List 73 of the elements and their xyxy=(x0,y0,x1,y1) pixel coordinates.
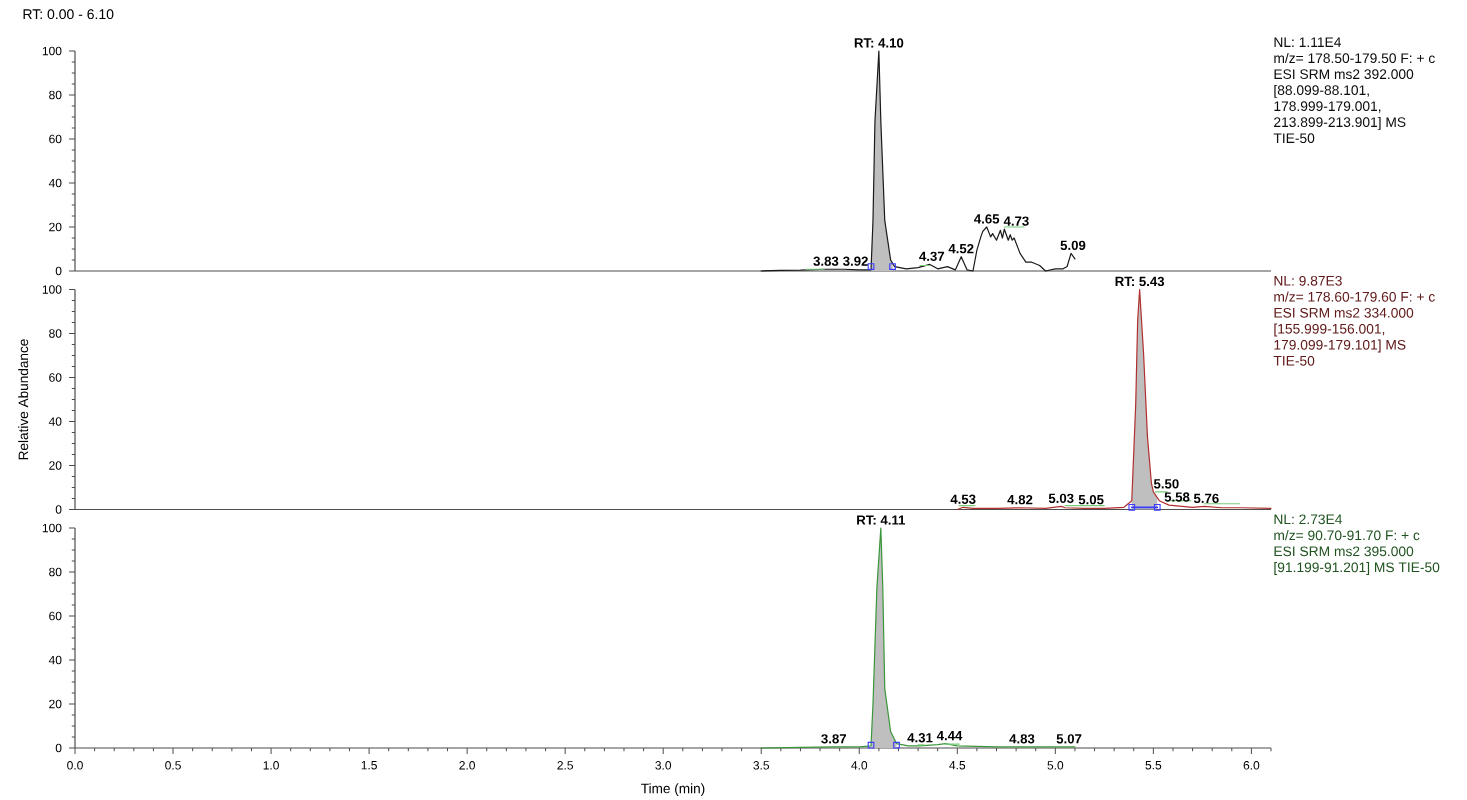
text: [91.199-91.201] MS TIE-50 xyxy=(1274,562,1440,575)
annotation: RT: 4.10 xyxy=(854,38,904,48)
y-tick-label: 60 xyxy=(49,134,62,144)
text: ESI SRM ms2 395.000 xyxy=(1274,546,1414,557)
text: m/z= 178.50-179.50 F: + c xyxy=(1274,52,1435,64)
x-axis-title: Time (min) xyxy=(641,783,705,796)
x-tick-label: 3.5 xyxy=(753,761,770,770)
annotation: 5.76 xyxy=(1193,493,1219,504)
annotation: 5.09 xyxy=(1060,240,1086,250)
text: [155.999-156.001, xyxy=(1274,323,1385,337)
text: 179.099-179.101] MS xyxy=(1274,339,1406,353)
annotation: 4.65 xyxy=(974,214,1000,224)
x-tick-label: 0.5 xyxy=(165,761,181,770)
annotation: 4.52 xyxy=(948,243,974,254)
annotation: 4.83 xyxy=(1009,734,1035,744)
annotation: 5.03 xyxy=(1048,493,1074,504)
y-tick-label: 20 xyxy=(49,461,62,470)
annotation: 5.05 xyxy=(1078,494,1104,505)
y-tick-label: 80 xyxy=(49,90,62,100)
annotation: 4.37 xyxy=(919,251,945,262)
annotation: 3.83 xyxy=(813,256,839,266)
y-tick-label: 0 xyxy=(55,743,62,753)
text: m/z= 178.60-179.60 F: + c xyxy=(1274,291,1435,302)
text: 213.899-213.901] MS xyxy=(1274,116,1406,130)
text: 178.999-179.001, xyxy=(1274,101,1381,113)
y-tick-label: 100 xyxy=(42,46,62,56)
y-axis-title: Relative Abundance xyxy=(18,339,29,460)
x-tick-label: 3.0 xyxy=(655,761,672,770)
annotation: 4.82 xyxy=(1007,494,1033,505)
y-tick-label: 100 xyxy=(42,523,62,533)
annotation: 3.87 xyxy=(821,734,847,744)
x-tick-label: 1.0 xyxy=(263,761,279,770)
text: NL: 2.73E4 xyxy=(1274,514,1343,525)
x-tick-label: 4.5 xyxy=(949,761,966,770)
annotation: 4.44 xyxy=(936,731,963,741)
x-tick-label: 2.5 xyxy=(557,761,574,770)
annotation: 4.73 xyxy=(1003,216,1029,226)
x-tick-label: 4.0 xyxy=(851,761,868,770)
x-tick-label: 5.5 xyxy=(1145,761,1162,770)
y-tick-label: 60 xyxy=(49,611,62,621)
text: ESI SRM ms2 334.000 xyxy=(1274,307,1414,318)
text: ESI SRM ms2 392.000 xyxy=(1274,69,1414,80)
annotation: RT: 5.43 xyxy=(1115,276,1165,287)
annotation: 5.07 xyxy=(1056,734,1082,744)
y-tick-label: 40 xyxy=(48,178,62,188)
y-tick-label: 100 xyxy=(42,285,62,294)
y-tick-label: 20 xyxy=(49,699,62,709)
chart-title: RT: 0.00 - 6.10 xyxy=(23,9,114,20)
y-tick-label: 60 xyxy=(49,373,62,382)
y-tick-label: 80 xyxy=(49,567,62,577)
y-tick-label: 0 xyxy=(55,505,62,514)
annotation: 3.92 xyxy=(843,256,868,266)
x-tick-label: 5.0 xyxy=(1047,761,1064,770)
annotation: 4.53 xyxy=(950,494,976,504)
text: NL: 9.87E3 xyxy=(1274,275,1342,286)
x-tick-label: 0.0 xyxy=(67,761,83,770)
x-tick-label: 6.0 xyxy=(1243,761,1260,770)
text: TIE-50 xyxy=(1273,355,1315,366)
text: m/z= 90.70-91.70 F: + c xyxy=(1274,530,1420,541)
y-tick-label: 80 xyxy=(49,329,62,338)
text: [88.099-88.101, xyxy=(1274,84,1369,98)
annotation: 5.50 xyxy=(1153,479,1179,489)
y-tick-label: 20 xyxy=(49,222,62,232)
y-tick-label: 40 xyxy=(48,417,62,426)
annotation: RT: 4.11 xyxy=(857,515,906,525)
x-tick-label: 1.5 xyxy=(361,761,377,770)
annotation: 5.58 xyxy=(1164,492,1190,502)
y-tick-label: 0 xyxy=(55,266,62,276)
y-tick-label: 40 xyxy=(48,655,62,665)
text: TIE-50 xyxy=(1273,133,1315,144)
x-tick-label: 2.0 xyxy=(459,761,476,770)
annotation: 4.31 xyxy=(907,733,933,743)
text: NL: 1.11E4 xyxy=(1274,37,1342,47)
